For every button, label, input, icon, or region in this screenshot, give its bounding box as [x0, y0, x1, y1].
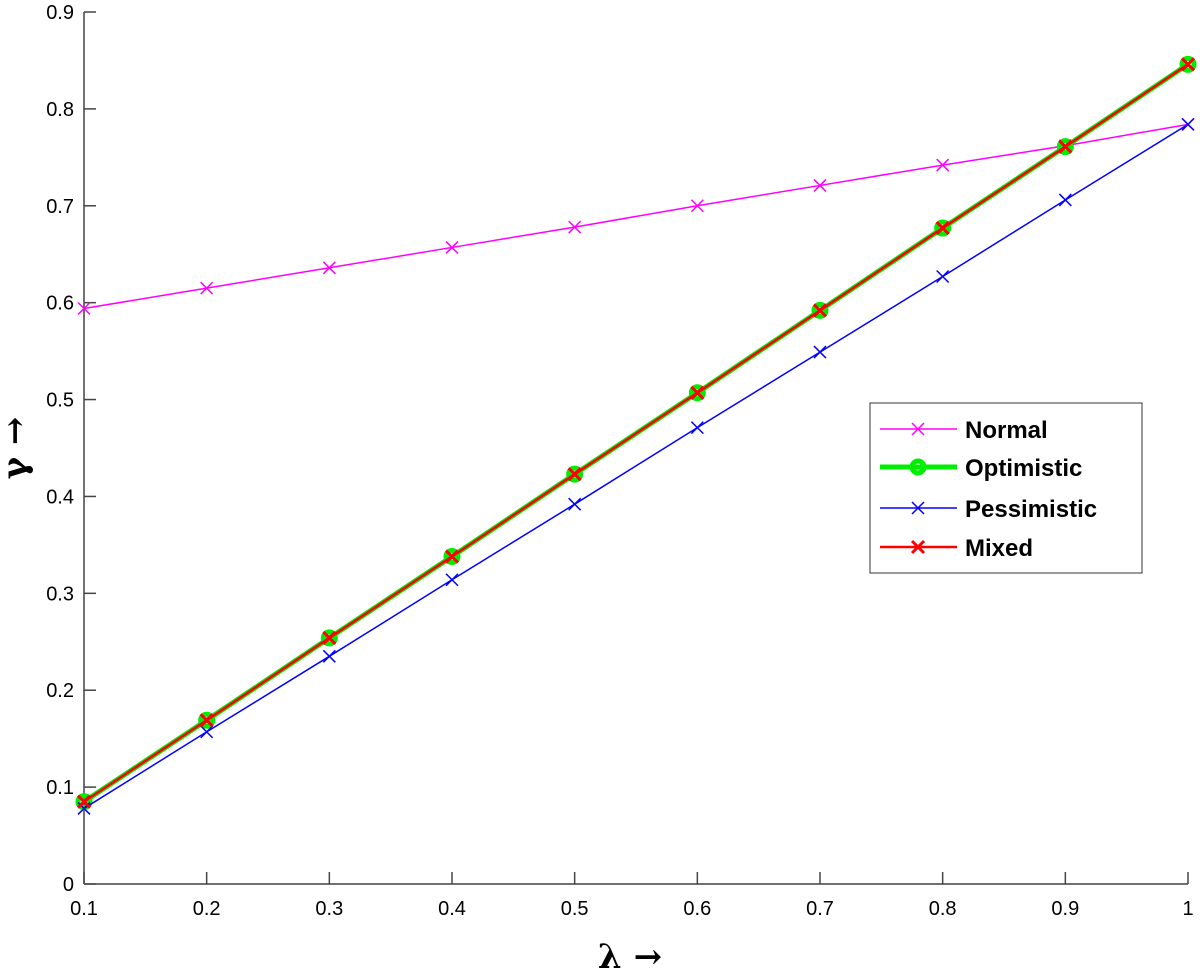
legend-item-normal: Normal [880, 417, 1048, 444]
circle-marker [320, 629, 338, 647]
circle-marker [688, 384, 706, 402]
x-marker [568, 220, 582, 234]
x-marker [812, 303, 828, 318]
x-marker [444, 549, 460, 564]
x-marker [322, 630, 337, 645]
x-marker [936, 269, 950, 284]
legend-label: Optimistic [965, 455, 1082, 482]
x-tick-label: 0.3 [315, 898, 343, 920]
x-tick-label: 0.2 [193, 898, 221, 920]
x-marker [445, 573, 459, 587]
series-line [83, 63, 1189, 803]
x-tick-label: 0.9 [1051, 898, 1079, 920]
x-marker [567, 467, 582, 482]
x-marker [910, 539, 926, 555]
x-marker [199, 713, 214, 728]
x-marker [935, 221, 950, 236]
y-tick-label: 0.7 [46, 196, 74, 218]
x-tick-label: 0.7 [806, 898, 834, 920]
y-axis-label: γ → [0, 417, 35, 480]
circle-marker [443, 548, 461, 566]
x-marker [690, 421, 704, 435]
y-tick-label: 0.8 [46, 99, 74, 121]
circle-marker [1179, 55, 1197, 73]
x-marker [322, 261, 336, 275]
x-marker [200, 281, 214, 295]
circle-marker [909, 458, 927, 476]
legend-item-pessimistic: Pessimistic [880, 496, 1097, 523]
legend-label: Normal [965, 417, 1048, 444]
x-marker [76, 794, 92, 809]
legend-item-optimistic: Optimistic [880, 455, 1082, 482]
circle-marker [1056, 138, 1074, 156]
legend: Normal Optimistic Pessimistic Mixed [869, 402, 1143, 574]
x-tick-label: 1 [1182, 898, 1193, 920]
x-marker [690, 199, 704, 213]
x-marker [911, 501, 925, 515]
x-marker [813, 178, 827, 192]
legend-label: Mixed [965, 535, 1033, 562]
x-tick-label: 0.1 [70, 898, 98, 920]
series-line [83, 123, 1189, 810]
y-tick-label: 0.2 [46, 680, 74, 702]
series-normal [77, 117, 1195, 316]
y-tick-label: 0.1 [46, 777, 74, 799]
x-marker [1180, 57, 1196, 72]
series-pessimistic [77, 117, 1195, 815]
y-tick-label: 0.9 [46, 2, 74, 24]
x-marker [77, 301, 91, 316]
x-tick-label: 0.4 [438, 898, 466, 920]
x-tick-label: 0.8 [929, 898, 957, 920]
x-marker [1058, 139, 1073, 154]
series-line [83, 123, 1189, 310]
y-tick-label: 0.6 [46, 293, 74, 315]
x-marker [813, 345, 827, 359]
x-marker [1181, 117, 1195, 131]
x-tick-label: 0.6 [683, 898, 711, 920]
y-tick-label: 0.3 [46, 583, 74, 605]
legend-label: Pessimistic [965, 496, 1097, 523]
circle-marker [198, 711, 216, 729]
legend-item-mixed: Mixed [880, 535, 1033, 562]
y-tick-label: 0.4 [46, 486, 74, 508]
x-axis-label: λ → [598, 937, 662, 971]
circle-marker [566, 465, 584, 483]
x-marker [1058, 193, 1072, 207]
x-tick-label: 0.5 [561, 898, 589, 920]
y-tick-label: 0 [63, 874, 74, 896]
x-marker [322, 649, 336, 663]
series-group [75, 55, 1197, 815]
x-marker [911, 422, 925, 436]
x-marker [445, 240, 459, 254]
series-mixed [76, 57, 1196, 809]
axes: 00.10.20.30.40.50.60.70.80.90.1 0.2 0.3 0.4… [46, 2, 1193, 920]
x-marker [200, 725, 214, 739]
x-marker [568, 497, 582, 511]
y-tick-label: 0.5 [46, 390, 74, 412]
circle-marker [811, 301, 829, 319]
x-marker [936, 158, 950, 172]
circle-marker [934, 219, 952, 237]
x-marker [690, 385, 705, 400]
